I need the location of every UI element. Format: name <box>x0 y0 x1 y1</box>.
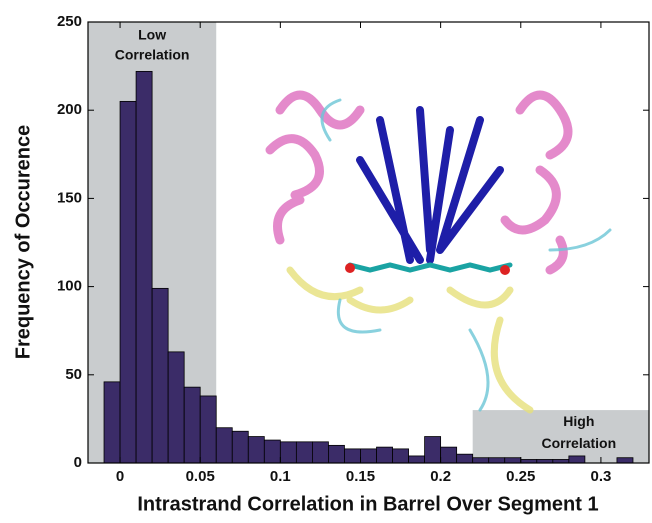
x-tick-label: 0 <box>116 468 124 485</box>
bar <box>392 448 409 464</box>
bar <box>440 446 458 464</box>
bar <box>247 436 265 464</box>
bar <box>568 455 586 464</box>
x-tick-label: 0.15 <box>346 468 375 485</box>
bar <box>328 444 345 464</box>
bar <box>472 457 490 464</box>
axes: 0 50 100 150 200 250 0 0.05 0.1 0.15 0.2 0.25 0.3 <box>57 13 649 485</box>
bar <box>199 395 217 464</box>
bar <box>231 430 249 464</box>
bar <box>151 287 169 464</box>
x-tick-label: 0.05 <box>186 468 215 485</box>
bar <box>488 457 506 464</box>
bars <box>103 70 634 464</box>
region-label: High <box>563 413 594 429</box>
x-tick-label: 0.1 <box>270 468 291 485</box>
bar <box>167 351 185 464</box>
x-tick-label: 0.2 <box>430 468 451 485</box>
bar <box>504 457 522 464</box>
region-label: Correlation <box>541 435 616 451</box>
shaded-region <box>472 410 649 463</box>
plot-frame <box>87 21 650 464</box>
bar <box>215 427 233 464</box>
bar <box>311 441 329 464</box>
y-axis-label: Frequency of Occurence <box>12 125 34 360</box>
y-tick-label: 0 <box>74 454 82 471</box>
y-tick-label: 50 <box>65 366 82 383</box>
bar <box>103 381 121 464</box>
x-axis-label: Intrastrand Correlation in Barrel Over S… <box>137 493 598 515</box>
bar <box>344 448 361 464</box>
y-tick-label: 250 <box>57 13 82 30</box>
bar <box>183 386 201 464</box>
bar <box>119 100 137 464</box>
bar <box>360 448 377 464</box>
protein-illustration <box>265 90 612 414</box>
x-tick-label: 0.25 <box>506 468 535 485</box>
region-label: Correlation <box>115 47 190 63</box>
x-tick-label: 0.3 <box>590 468 611 485</box>
region-label: Low <box>138 27 166 43</box>
bar <box>424 436 442 464</box>
bar <box>616 457 634 464</box>
bar <box>135 70 153 464</box>
bar <box>263 439 281 464</box>
bar <box>408 455 426 464</box>
bar <box>456 453 474 464</box>
y-tick-label: 150 <box>57 189 82 206</box>
bar <box>376 446 393 464</box>
bar <box>279 441 297 464</box>
y-tick-label: 100 <box>57 278 82 295</box>
bar <box>295 441 313 464</box>
y-tick-label: 200 <box>57 101 82 118</box>
